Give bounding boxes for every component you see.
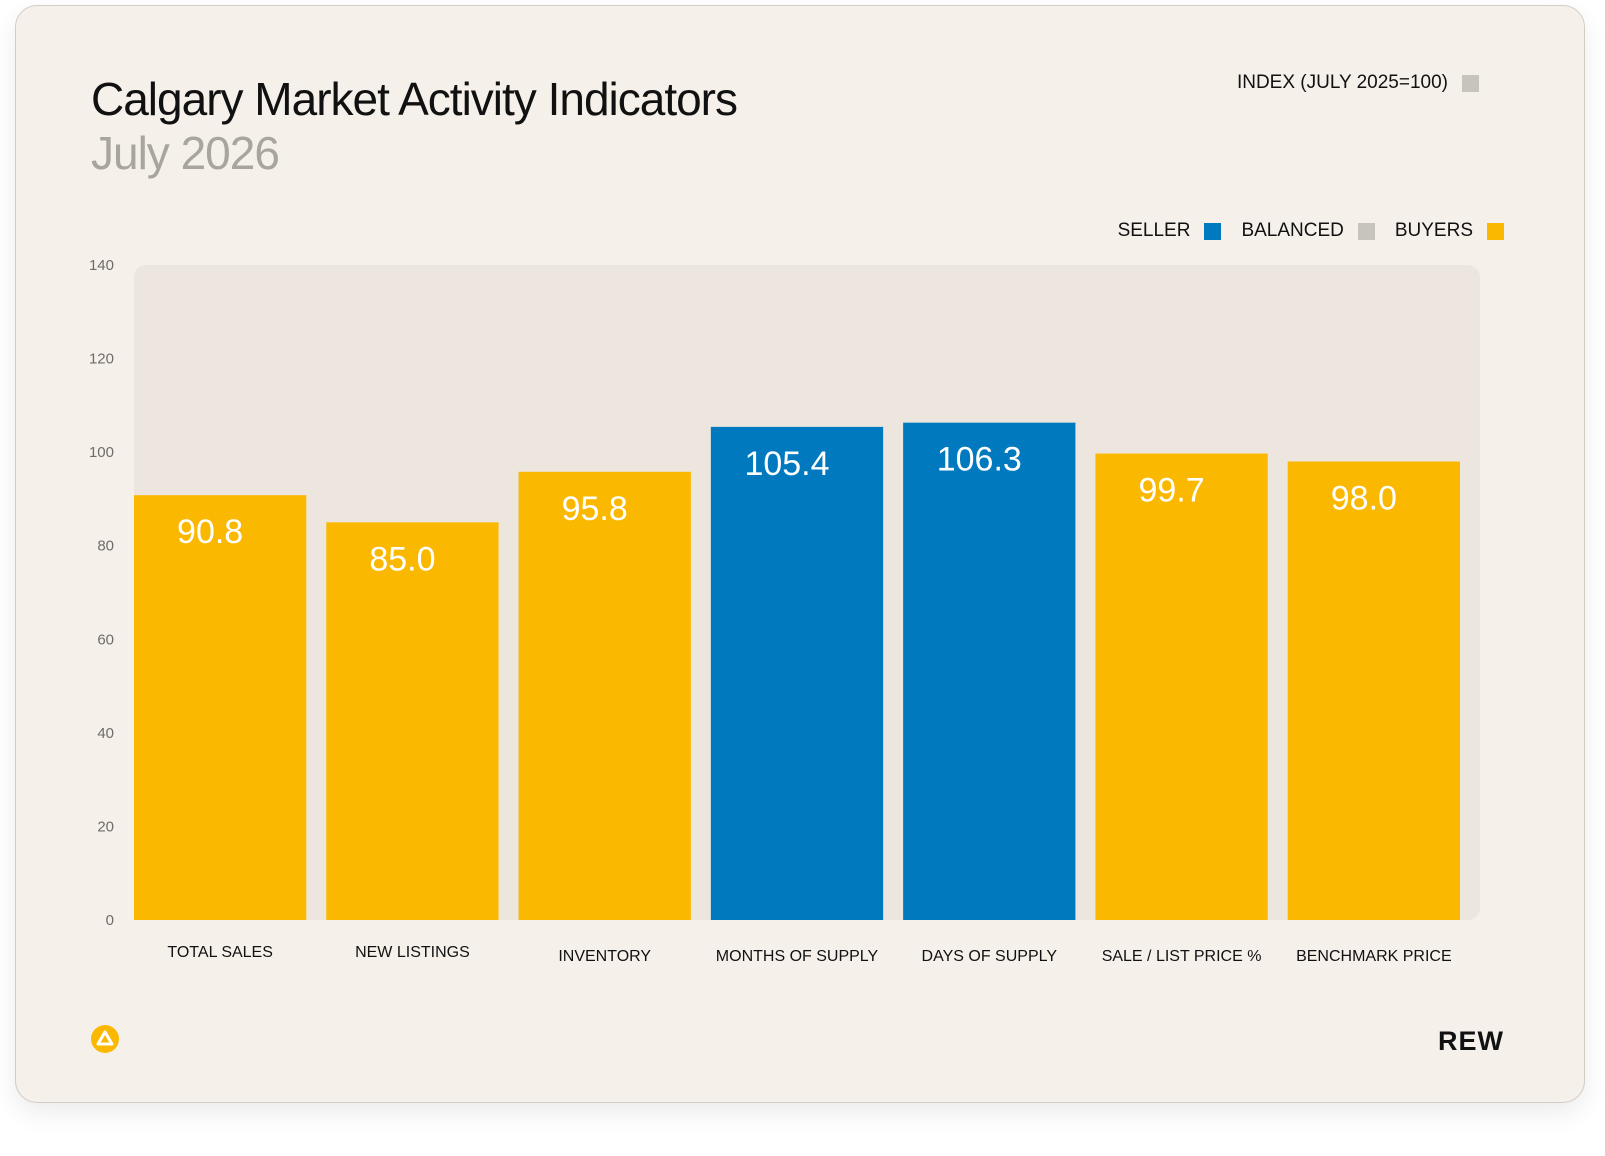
bar-value-label: 105.4 — [744, 445, 829, 483]
legend-swatch-balanced — [1357, 222, 1375, 240]
rew-triangle-logo-icon — [91, 1025, 119, 1053]
bar-chart: 0 20 40 60 80 100 120 140 90.8 TOTAL SALES 85.0 NEW… — [89, 257, 1480, 965]
index-legend-label: INDEX (JULY 2025=100) — [1236, 72, 1448, 93]
y-tick-label: 20 — [97, 818, 114, 835]
x-category-label: BENCHMARK PRICE — [1296, 948, 1452, 965]
chart-card: Calgary Market Activity Indicators July … — [15, 5, 1585, 1103]
rew-wordmark: REW — [1438, 1026, 1504, 1056]
bar — [710, 426, 884, 920]
chart-subtitle: July 2026 — [91, 127, 280, 179]
x-category-label: INVENTORY — [558, 948, 651, 965]
y-tick-label: 120 — [89, 351, 114, 368]
legend-label-seller: SELLER — [1117, 220, 1191, 241]
legend-item-seller: SELLER — [1118, 220, 1222, 242]
legend-item-buyers: BUYERS — [1395, 220, 1504, 242]
bar-value-label: 99.7 — [1138, 472, 1204, 510]
bar — [326, 522, 499, 920]
y-tick-label: 80 — [97, 538, 114, 555]
legend-label-buyers: BUYERS — [1394, 220, 1473, 241]
bar-value-label: 98.0 — [1331, 480, 1397, 518]
bar-value-label: 95.8 — [562, 490, 628, 528]
x-category-label: TOTAL SALES — [167, 944, 273, 961]
bar — [1095, 453, 1268, 920]
bar-value-label: 90.8 — [177, 513, 243, 551]
bar — [518, 471, 691, 920]
bar — [134, 495, 307, 920]
x-category-label: MONTHS OF SUPPLY — [716, 948, 879, 965]
index-legend: INDEX (JULY 2025=100) — [1237, 72, 1479, 94]
x-category-label: NEW LISTINGS — [355, 944, 470, 961]
y-tick-label: 100 — [89, 444, 114, 461]
x-category-label: DAYS OF SUPPLY — [922, 948, 1058, 965]
legend-label-balanced: BALANCED — [1241, 220, 1344, 241]
index-legend-swatch — [1462, 74, 1479, 92]
y-tick-label: 140 — [89, 257, 114, 274]
market-legend: SELLER BALANCED BUYERS — [1112, 220, 1504, 242]
legend-swatch-buyers — [1487, 222, 1504, 240]
legend-item-balanced: BALANCED — [1241, 220, 1375, 242]
y-tick-label: 60 — [97, 631, 114, 648]
legend-swatch-seller — [1204, 222, 1222, 240]
x-category-label: SALE / LIST PRICE % — [1102, 948, 1262, 965]
y-tick-label: 40 — [97, 725, 114, 742]
bar-value-label: 106.3 — [937, 441, 1022, 479]
bar — [1287, 461, 1460, 920]
y-tick-label: 0 — [106, 912, 114, 929]
bar — [903, 422, 1076, 920]
bar-value-label: 85.0 — [369, 540, 435, 578]
chart-title: Calgary Market Activity Indicators — [91, 73, 738, 125]
